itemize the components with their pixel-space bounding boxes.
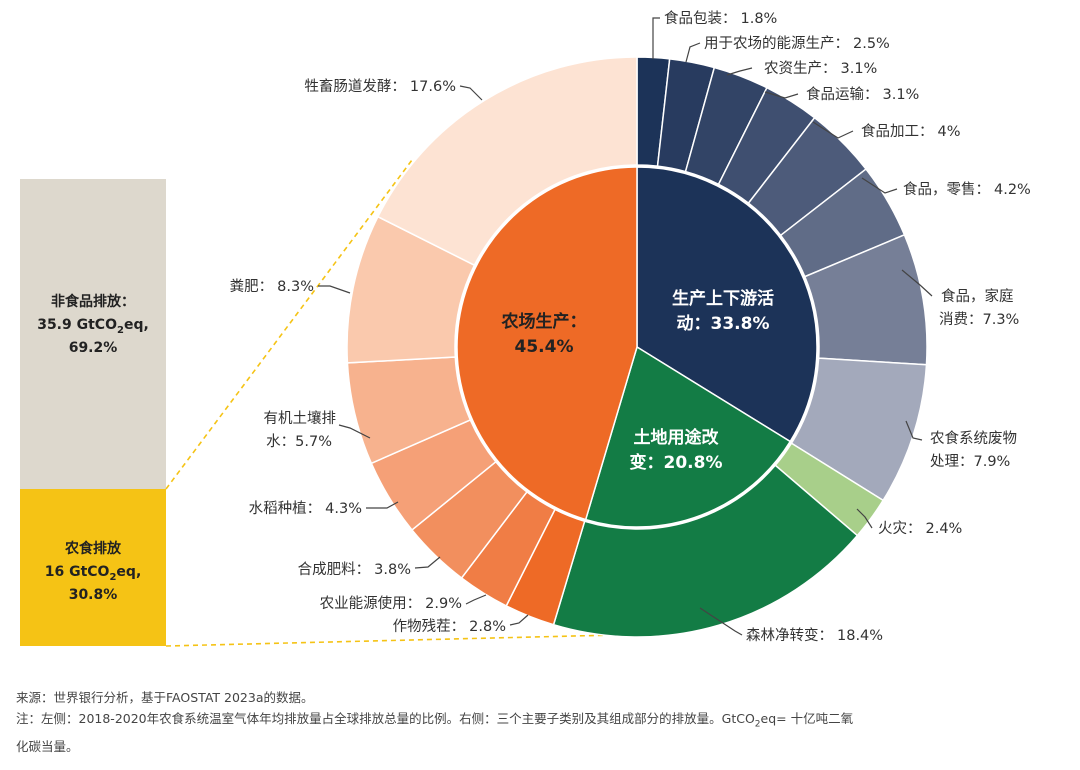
leader-line <box>685 42 701 63</box>
label-net-forest-conversion: 森林净转变： 18.4% <box>746 627 883 644</box>
inner-label-land-use-value: 变：20.8% <box>630 452 723 473</box>
label-synthetic-fertilizers: 合成肥料： 3.8% <box>298 561 411 578</box>
emissions-chart: 非食品排放： 35.9 GtCO2eq, 69.2% 农食排放 16 GtCO2… <box>20 10 1031 647</box>
bar-label-agrifood: 农食排放 <box>64 540 122 557</box>
outer-slice-9 <box>552 464 859 638</box>
inner-slice-2 <box>456 166 638 521</box>
leader-line <box>652 17 660 59</box>
outer-ring <box>346 56 928 638</box>
stacked-bar: 非食品排放： 35.9 GtCO2eq, 69.2% 农食排放 16 GtCO2… <box>20 179 166 646</box>
inner-label-farm-value: 45.4% <box>515 337 574 357</box>
label-organic-soil-drainage: 有机土壤排 <box>264 409 337 427</box>
inner-label-supply-chain-name: 生产上下游活 <box>672 288 774 309</box>
outer-slice-16 <box>376 56 638 267</box>
leader-line <box>338 424 371 439</box>
label-fires: 火灾： 2.4% <box>878 520 962 537</box>
bar-amount-non-food: 35.9 GtCO2eq, <box>37 317 149 336</box>
label-farm-energy: 用于农场的能源生产： 2.5% <box>704 35 890 52</box>
footnote: 注：左侧：2018-2020年农食系统温室气体年均排放量占全球排放总量的比例。右… <box>16 711 854 730</box>
inner-label-farm-name: 农场生产： <box>501 311 587 332</box>
label-farm-inputs: 农资生产： 3.1% <box>764 60 877 77</box>
source-note: 来源：世界银行分析，基于FAOSTAT 2023a的数据。 <box>16 690 314 705</box>
inner-ring <box>456 166 818 528</box>
label-enteric-fermentation: 牲畜肠道发酵： 17.6% <box>304 78 456 95</box>
inner-slice-0 <box>636 166 818 443</box>
label-waste-disposal-value: 处理：7.9% <box>930 453 1010 470</box>
label-household-consumption-value: 消费：7.3% <box>939 311 1019 328</box>
leader-line <box>901 269 933 297</box>
leader-line <box>414 556 441 569</box>
label-food-transport: 食品运输： 3.1% <box>806 86 919 103</box>
leader-line <box>905 420 923 441</box>
bar-label-non-food: 非食品排放： <box>51 293 135 310</box>
label-crop-residues: 作物残茬： 2.8% <box>393 618 506 635</box>
leader-line <box>861 177 898 194</box>
label-food-retail: 食品，零售： 4.2% <box>903 181 1031 198</box>
leader-line <box>509 614 529 626</box>
label-organic-soil-drainage-value: 水：5.7% <box>266 433 332 450</box>
leader-line <box>699 607 743 636</box>
inner-slice-1 <box>584 345 792 528</box>
label-manure: 粪肥： 8.3% <box>230 278 314 295</box>
label-household-consumption: 食品，家庭 <box>941 288 1014 305</box>
leader-line <box>465 594 487 605</box>
label-farm-energy-use: 农业能源使用： 2.9% <box>320 595 462 612</box>
leader-line <box>366 501 399 509</box>
inner-label-land-use-name: 土地用途改 <box>634 427 720 448</box>
outer-labels: 食品包装： 1.8% 用于农场的能源生产： 2.5% 农资生产： 3.1% 食品运输：… <box>230 10 1031 644</box>
bar-share-non-food: 69.2% <box>69 340 118 356</box>
label-food-packaging: 食品包装： 1.8% <box>664 10 777 27</box>
label-food-processing: 食品加工： 4% <box>861 123 961 140</box>
leader-line <box>812 121 854 139</box>
connector-line-top <box>165 159 413 490</box>
leader-line <box>856 508 873 529</box>
inner-label-supply-chain-value: 动：33.8% <box>677 314 770 334</box>
bar-segment-agrifood <box>20 489 166 646</box>
leader-lines <box>318 17 933 636</box>
chart-notes: 来源：世界银行分析，基于FAOSTAT 2023a的数据。 注：左侧：2018-… <box>16 687 1066 757</box>
bar-segment-non-food <box>20 179 166 489</box>
leader-line <box>726 67 753 76</box>
label-waste-disposal: 农食系统废物 <box>930 430 1017 447</box>
bar-amount-agrifood: 16 GtCO2eq, <box>45 564 142 583</box>
connector-line-bottom <box>165 634 616 647</box>
label-rice-cultivation: 水稻种植： 4.3% <box>249 500 362 517</box>
bar-share-agrifood: 30.8% <box>69 587 118 603</box>
leader-line <box>318 285 351 294</box>
footnote-continued: 化碳当量。 <box>16 738 79 754</box>
leader-line <box>459 85 483 101</box>
leader-line <box>764 91 799 99</box>
